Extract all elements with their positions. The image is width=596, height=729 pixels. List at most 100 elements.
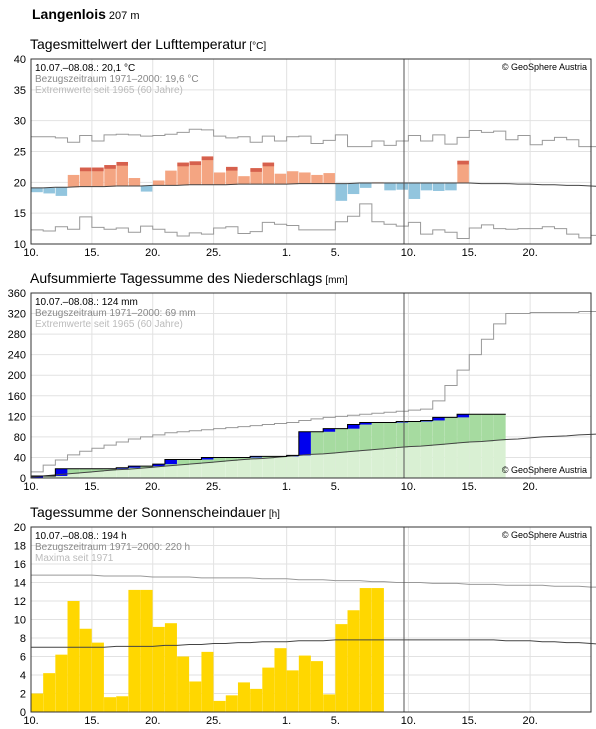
temp-bar-peak — [189, 161, 202, 166]
precip-area-light — [55, 474, 68, 478]
sunshine-bar — [225, 695, 238, 712]
precip-area-light — [481, 441, 494, 478]
plot-frame — [30, 292, 592, 479]
precip-area-light — [250, 458, 263, 478]
precip-area-light — [128, 469, 141, 478]
temp-bar-peak — [226, 166, 238, 171]
temp-bar — [286, 171, 299, 185]
y-tick-label: 280 — [8, 329, 26, 341]
temp-max-extreme-line — [31, 128, 596, 148]
temp-bar — [250, 168, 262, 185]
temp-bar-peak — [104, 165, 116, 169]
chart-panel-1: 0 40 80 120 160 200 240 280 320 360 10. 15. 20. 25. 1.… — [8, 288, 596, 493]
precip-area-light — [384, 448, 397, 478]
temp-bar — [396, 182, 408, 190]
precip-increment — [31, 475, 44, 478]
precip-area-light — [311, 454, 324, 478]
y-tick-label: 20 — [14, 177, 26, 189]
temp-bar — [165, 170, 177, 186]
x-tick-label: 5. — [331, 247, 340, 259]
sunshine-bar — [55, 654, 68, 712]
precip-area-excess — [213, 457, 226, 463]
precip-area-light — [67, 473, 80, 478]
precip-increment — [128, 466, 141, 468]
sunshine-bar — [250, 688, 263, 712]
y-tick-label: 18 — [14, 541, 26, 553]
precip-increment — [420, 420, 433, 422]
precip-area-excess — [67, 468, 80, 474]
precip-area-light — [201, 463, 214, 478]
precip-area-excess — [177, 459, 190, 466]
temp-bar — [445, 182, 457, 191]
y-tick-label: 10 — [14, 239, 26, 251]
x-tick-label: 1. — [282, 715, 291, 727]
y-tick-label: 8 — [20, 633, 26, 645]
precipitation-title-text: Aufsummierte Tagessumme des Niederschlag… — [30, 270, 323, 286]
x-tick-label: 20. — [145, 247, 160, 259]
sunshine-bar — [67, 601, 80, 712]
precip-area-excess — [237, 457, 250, 461]
precip-area-light — [298, 455, 311, 478]
temp-bar-peak — [79, 167, 92, 172]
sunshine-bar — [237, 682, 250, 712]
plot-frame — [30, 58, 592, 245]
info-line-1: Bezugszeitraum 1971–2000: 220 h — [35, 542, 190, 553]
precip-area-light — [408, 446, 421, 478]
sunshine-bar — [201, 651, 214, 712]
info-line-2: Extremwerte seit 1965 (60 Jahre) — [35, 85, 183, 96]
y-tick-label: 240 — [8, 350, 26, 362]
precip-area-excess — [189, 459, 202, 465]
temp-bar — [274, 173, 287, 185]
temp-bar — [201, 156, 214, 185]
precip-increment — [298, 431, 311, 456]
precip-area-light — [469, 442, 482, 478]
precip-area-light — [286, 456, 299, 478]
x-tick-label: 20. — [522, 247, 537, 259]
temp-bar-peak — [457, 160, 469, 165]
temp-bar — [189, 161, 202, 185]
sunshine-bar — [347, 610, 360, 712]
temp-bar — [177, 162, 189, 186]
precip-area-light — [359, 450, 372, 478]
temp-bar — [31, 187, 43, 193]
temp-bar — [43, 187, 55, 194]
info-line-0: 10.07.–08.08.: 194 h — [35, 531, 127, 542]
temp-bar — [299, 172, 311, 184]
precip-max-extreme-line — [31, 311, 596, 473]
y-tick-label: 360 — [8, 288, 26, 300]
x-tick-label: 20. — [522, 715, 537, 727]
precip-area-excess — [104, 468, 117, 471]
sunshine-bar — [298, 655, 311, 712]
x-tick-label: 10. — [23, 715, 38, 727]
station-name: Langenlois — [32, 6, 106, 22]
y-tick-label: 0 — [20, 707, 26, 719]
x-tick-label: 1. — [282, 481, 291, 493]
temp-bar — [152, 180, 165, 186]
precip-area-light — [457, 443, 470, 478]
x-tick-label: 15. — [462, 481, 477, 493]
precip-area-light — [140, 468, 153, 478]
sunshine-bar — [274, 648, 287, 712]
precip-area-excess — [420, 420, 433, 447]
precip-area-light — [420, 446, 433, 478]
sunshine-bar — [311, 661, 324, 712]
sunshine-bar — [152, 626, 165, 712]
precip-area-excess — [347, 424, 360, 452]
temperature-unit: [°C] — [249, 41, 267, 52]
precip-area-excess — [396, 421, 409, 448]
precip-area-light — [213, 462, 226, 478]
y-tick-label: 160 — [8, 391, 26, 403]
precip-area-light — [274, 457, 287, 478]
precip-area-excess — [335, 428, 348, 453]
y-tick-label: 2 — [20, 689, 26, 701]
precip-area-light — [189, 464, 202, 478]
copyright-text: © GeoSphere Austria — [502, 465, 587, 475]
station-elevation: 207 m — [108, 10, 140, 22]
sunshine-bar — [286, 670, 299, 712]
temp-bar — [116, 161, 128, 187]
precip-increment — [250, 456, 263, 458]
sunshine-bar — [31, 693, 44, 712]
temp-bar — [323, 173, 335, 184]
sunshine-bar — [262, 667, 275, 712]
info-line-1: Bezugszeitraum 1971–2000: 19,6 °C — [35, 74, 199, 85]
